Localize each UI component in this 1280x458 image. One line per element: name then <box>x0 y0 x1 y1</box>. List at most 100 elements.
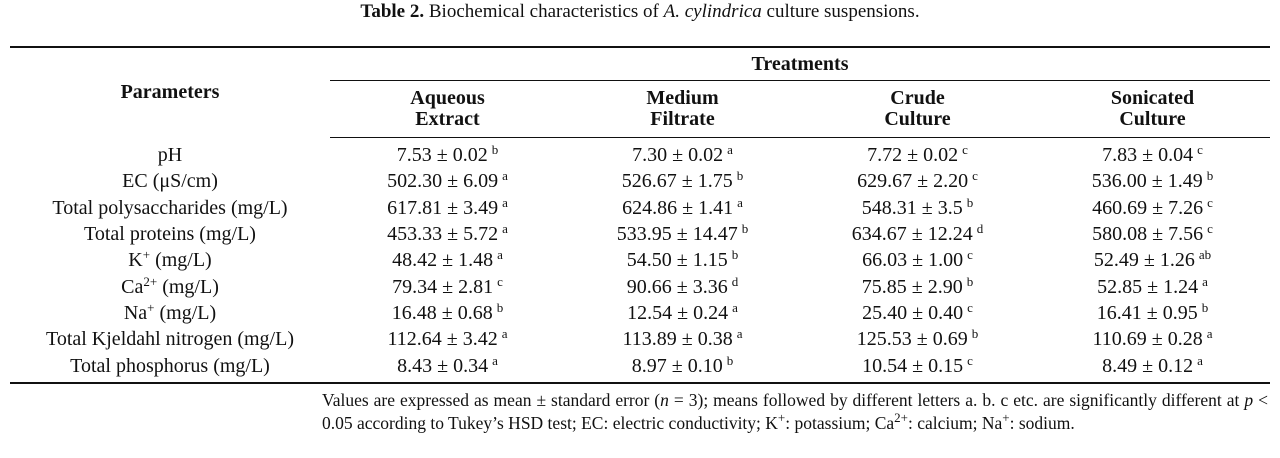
table-cell: 460.69 ± 7.26 c <box>1035 195 1270 221</box>
header-line: Filtrate <box>650 108 715 130</box>
table-note: Values are expressed as mean ± standard … <box>322 389 1268 434</box>
caption-label: Table 2. <box>360 1 425 22</box>
significance-letter: b <box>966 273 974 289</box>
table-cell: 7.30 ± 0.02 a <box>565 138 800 169</box>
text-segment: Total polysaccharides (mg/L) <box>52 196 288 219</box>
cell-value: 79.34 ± 2.81 <box>392 275 494 298</box>
text-segment: = 3); means followed by different letter… <box>668 390 1245 410</box>
table-cell: 75.85 ± 2.90 b <box>800 273 1035 299</box>
row-label: Total proteins (mg/L) <box>10 221 330 247</box>
significance-letter: c <box>967 352 973 368</box>
text-segment: Ca <box>121 275 144 298</box>
table-cell: 54.50 ± 1.15 b <box>565 247 800 273</box>
cell-value: 526.67 ± 1.75 <box>621 170 733 193</box>
table-cell: 8.97 ± 0.10 b <box>565 352 800 384</box>
cell-value: 54.50 ± 1.15 <box>626 249 728 272</box>
cell-value: 16.48 ± 0.68 <box>391 301 493 324</box>
cell-value: 125.53 ± 0.69 <box>856 328 968 351</box>
table-cell: 502.30 ± 6.09 a <box>330 168 565 194</box>
cell-value: 7.30 ± 0.02 <box>632 144 724 167</box>
cell-value: 112.64 ± 3.42 <box>387 328 498 351</box>
text-segment: Total phosphorus (mg/L) <box>70 354 270 377</box>
table-cell: 629.67 ± 2.20 c <box>800 168 1035 194</box>
significance-letter: a <box>1197 352 1203 368</box>
significance-letter: c <box>1207 194 1213 210</box>
table-cell: 79.34 ± 2.81 c <box>330 273 565 299</box>
text-segment: Na <box>123 301 148 324</box>
header-line: Sonicated <box>1110 87 1195 109</box>
significance-letter: ab <box>1198 247 1212 263</box>
row-label: K+ (mg/L) <box>10 247 330 273</box>
significance-letter: c <box>967 247 973 263</box>
table-cell: 634.67 ± 12.24 d <box>800 221 1035 247</box>
text-segment: + <box>1002 409 1010 425</box>
cell-value: 8.49 ± 0.12 <box>1102 354 1194 377</box>
table-caption: Table 2. Biochemical characteristics of … <box>0 0 1280 24</box>
table-cell: 7.83 ± 0.04 c <box>1035 138 1270 169</box>
row-label: EC (μS/cm) <box>10 168 330 194</box>
significance-letter: a <box>497 247 503 263</box>
header-line: Medium <box>646 87 719 109</box>
table-cell: 16.48 ± 0.68 b <box>330 300 565 326</box>
significance-letter: c <box>967 299 973 315</box>
cell-value: 52.49 ± 1.26 <box>1093 249 1195 272</box>
row-label: Total Kjeldahl nitrogen (mg/L) <box>10 326 330 352</box>
significance-letter: b <box>731 247 739 263</box>
header-line: Crude <box>890 87 945 109</box>
cell-value: 7.72 ± 0.02 <box>867 144 959 167</box>
text-segment: + <box>777 409 786 425</box>
significance-letter: a <box>727 142 733 158</box>
cell-value: 617.81 ± 3.49 <box>387 196 499 219</box>
header-line: Culture <box>1119 108 1186 130</box>
header-cell: Medium Filtrate <box>565 80 800 138</box>
row-label: pH <box>10 138 330 169</box>
cell-value: 8.43 ± 0.34 <box>397 354 489 377</box>
table-cell: 8.43 ± 0.34 a <box>330 352 565 384</box>
significance-letter: a <box>732 299 738 315</box>
significance-letter: a <box>502 168 508 184</box>
cell-value: 8.97 ± 0.10 <box>631 354 723 377</box>
table-cell: 617.81 ± 3.49 a <box>330 195 565 221</box>
table-cell: 10.54 ± 0.15 c <box>800 352 1035 384</box>
cell-value: 624.86 ± 1.41 <box>622 196 734 219</box>
text-segment: K <box>128 249 143 272</box>
header-line: Culture <box>884 108 951 130</box>
row-label: Ca2+ (mg/L) <box>10 273 330 299</box>
row-label: Total phosphorus (mg/L) <box>10 352 330 384</box>
text-segment: + <box>147 299 155 315</box>
header-cell: Treatments <box>330 46 1270 81</box>
row-label: Na+ (mg/L) <box>10 300 330 326</box>
cell-value: 110.69 ± 0.28 <box>1092 328 1203 351</box>
text-segment: < 0.05 according to Tukey’s HSD test; EC… <box>322 390 1268 433</box>
significance-letter: b <box>726 352 734 368</box>
table-cell: 48.42 ± 1.48 a <box>330 247 565 273</box>
table-cell: 580.08 ± 7.56 c <box>1035 221 1270 247</box>
text-segment: + <box>142 247 151 263</box>
significance-letter: d <box>976 221 984 237</box>
significance-letter: c <box>1197 142 1203 158</box>
cell-value: 48.42 ± 1.48 <box>392 249 494 272</box>
cell-value: 52.85 ± 1.24 <box>1097 275 1199 298</box>
cell-value: 10.54 ± 0.15 <box>862 354 964 377</box>
header-cell: Parameters <box>10 46 330 138</box>
table-cell: 125.53 ± 0.69 b <box>800 326 1035 352</box>
table-cell: 7.53 ± 0.02 b <box>330 138 565 169</box>
caption-text: culture suspensions. <box>761 1 920 22</box>
significance-letter: c <box>1207 221 1213 237</box>
table-cell: 548.31 ± 3.5 b <box>800 195 1035 221</box>
cell-value: 536.00 ± 1.49 <box>1091 170 1203 193</box>
text-segment: Total Kjeldahl nitrogen (mg/L) <box>46 328 294 351</box>
table-cell: 25.40 ± 0.40 c <box>800 300 1035 326</box>
text-segment: EC (μS/cm) <box>122 170 218 193</box>
table-cell: 533.95 ± 14.47 b <box>565 221 800 247</box>
header-line: Extract <box>415 108 480 130</box>
significance-letter: a <box>502 194 508 210</box>
table-cell: 536.00 ± 1.49 b <box>1035 168 1270 194</box>
significance-letter: b <box>1206 168 1214 184</box>
significance-letter: c <box>497 273 503 289</box>
table-cell: 16.41 ± 0.95 b <box>1035 300 1270 326</box>
caption-species: A. cylindrica <box>663 1 762 22</box>
cell-value: 453.33 ± 5.72 <box>387 223 499 246</box>
text-segment: Total proteins (mg/L) <box>84 223 256 246</box>
